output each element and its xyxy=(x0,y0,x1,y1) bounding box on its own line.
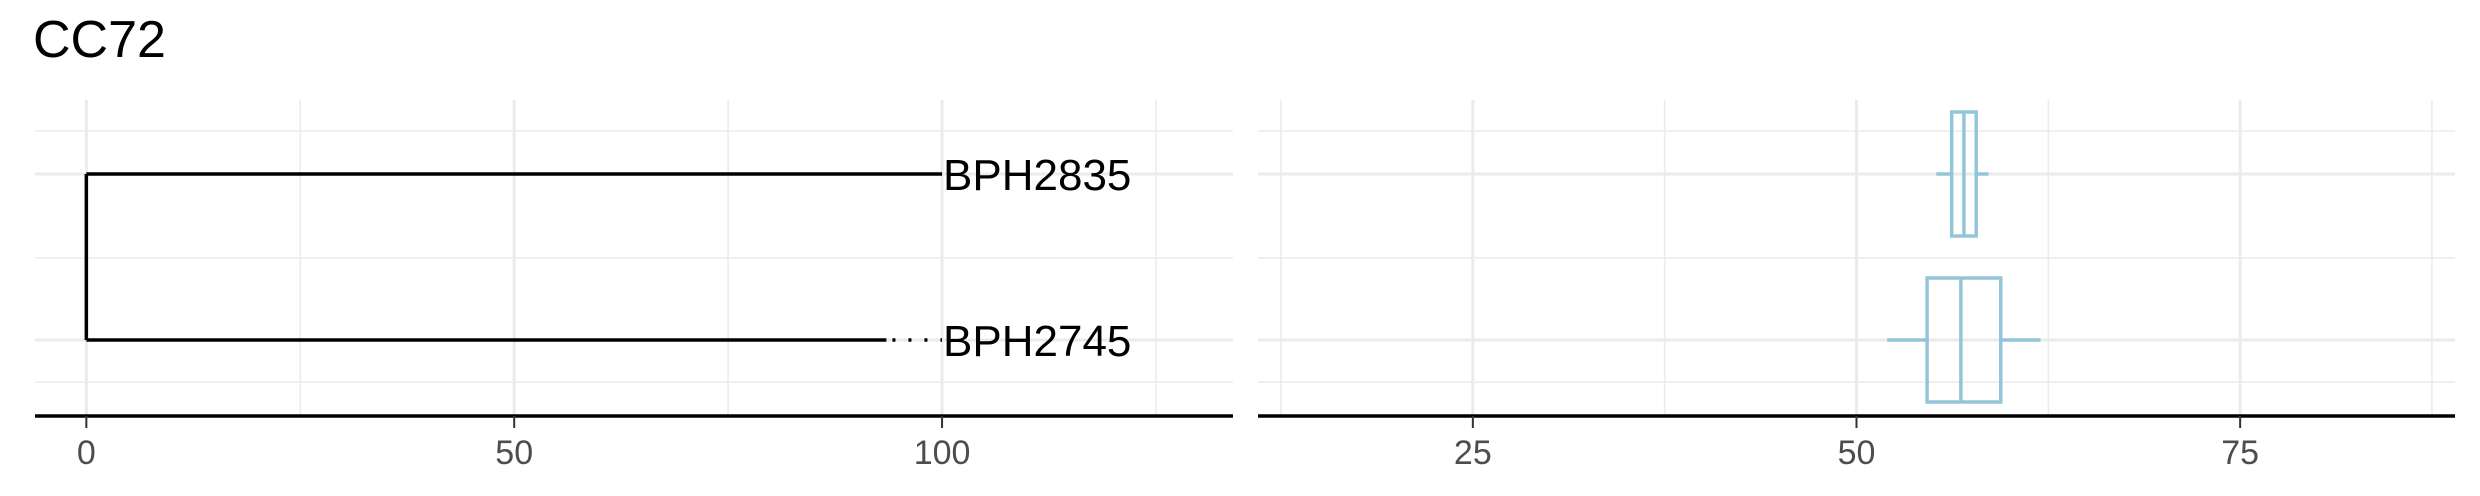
x-tick-label: 75 xyxy=(2221,434,2259,472)
x-tick-label: 100 xyxy=(914,434,971,472)
box-iqr xyxy=(1925,276,2003,404)
x-tick-label: 50 xyxy=(495,434,533,472)
chart-title: CC72 xyxy=(33,11,166,69)
boxplot-panel: 25 50 75 xyxy=(1258,100,2455,472)
x-tick-label: 50 xyxy=(1838,434,1876,472)
x-tick-label: 25 xyxy=(1454,434,1492,472)
tree-panel: 0 50 100 BPH2835 BPH2745 xyxy=(35,100,1233,472)
x-tick-label: 0 xyxy=(77,434,96,472)
tip-label: BPH2835 xyxy=(943,151,1131,200)
tip-label: BPH2745 xyxy=(943,317,1131,366)
